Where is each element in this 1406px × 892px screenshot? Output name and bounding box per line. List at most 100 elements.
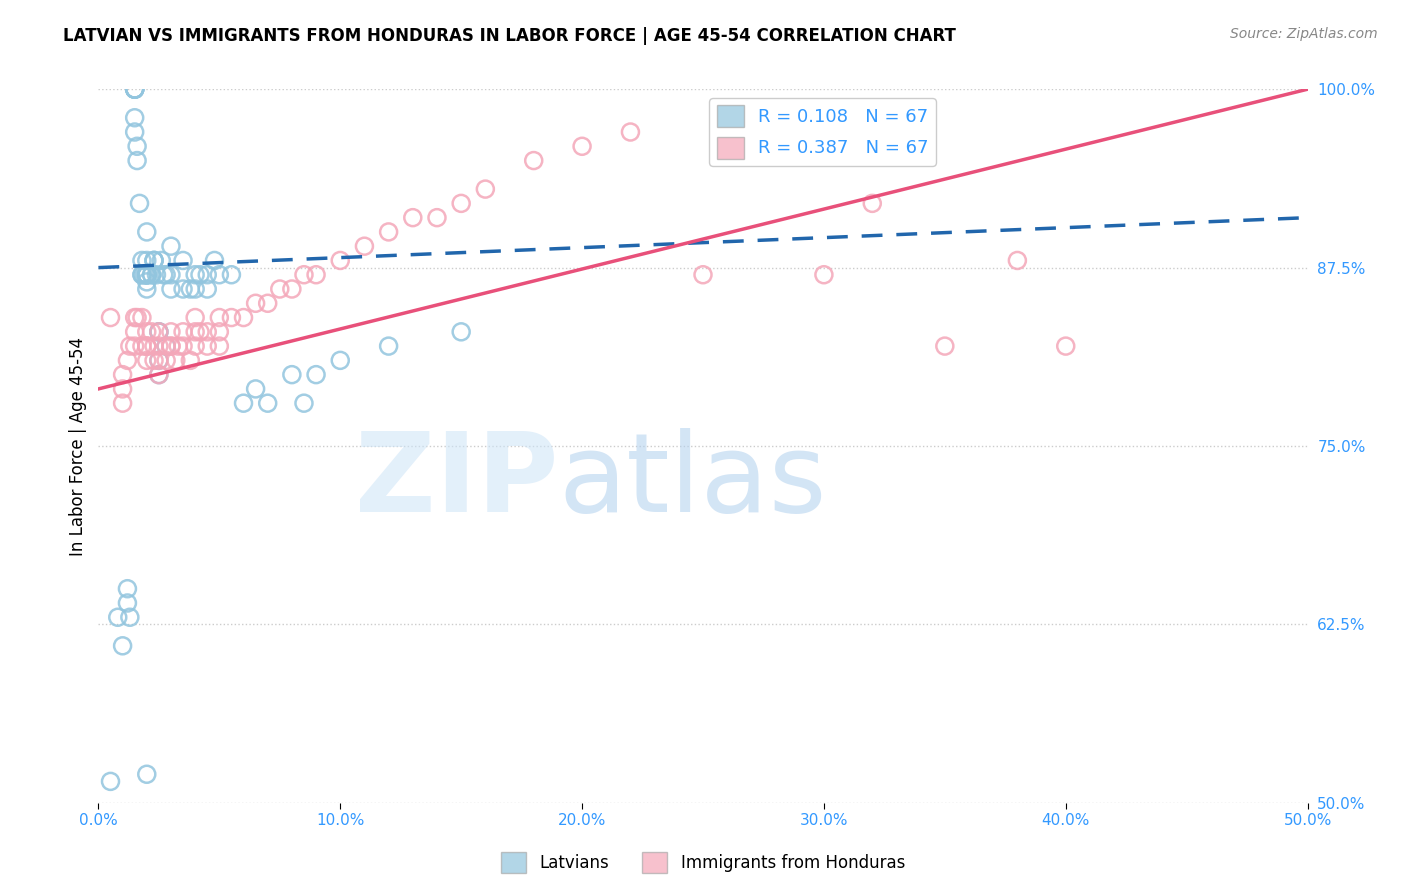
Point	[148, 353, 170, 368]
Point	[143, 253, 166, 268]
Point	[135, 268, 157, 282]
Point	[195, 268, 218, 282]
Point	[127, 310, 149, 325]
Point	[124, 325, 146, 339]
Point	[131, 268, 153, 282]
Point	[124, 82, 146, 96]
Point	[208, 339, 231, 353]
Point	[155, 268, 177, 282]
Point	[148, 353, 170, 368]
Point	[127, 139, 149, 153]
Legend: R = 0.108   N = 67, R = 0.387   N = 67: R = 0.108 N = 67, R = 0.387 N = 67	[710, 98, 936, 166]
Point	[135, 253, 157, 268]
Point	[292, 396, 315, 410]
Point	[111, 382, 134, 396]
Point	[353, 239, 375, 253]
Point	[131, 268, 153, 282]
Point	[111, 368, 134, 382]
Point	[124, 82, 146, 96]
Point	[107, 610, 129, 624]
Point	[184, 310, 207, 325]
Point	[118, 610, 141, 624]
Point	[377, 339, 399, 353]
Point	[256, 396, 278, 410]
Point	[269, 282, 291, 296]
Point	[292, 268, 315, 282]
Point	[179, 353, 201, 368]
Point	[195, 325, 218, 339]
Point	[148, 325, 170, 339]
Point	[127, 153, 149, 168]
Point	[281, 282, 304, 296]
Point	[148, 325, 170, 339]
Point	[100, 310, 122, 325]
Point	[131, 253, 153, 268]
Point	[221, 310, 243, 325]
Point	[148, 325, 170, 339]
Point	[135, 268, 157, 282]
Point	[245, 382, 267, 396]
Point	[117, 596, 139, 610]
Point	[143, 339, 166, 353]
Point	[184, 325, 207, 339]
Point	[124, 82, 146, 96]
Point	[117, 353, 139, 368]
Legend: Latvians, Immigrants from Honduras: Latvians, Immigrants from Honduras	[495, 846, 911, 880]
Point	[124, 82, 146, 96]
Text: LATVIAN VS IMMIGRANTS FROM HONDURAS IN LABOR FORCE | AGE 45-54 CORRELATION CHART: LATVIAN VS IMMIGRANTS FROM HONDURAS IN L…	[63, 27, 956, 45]
Point	[135, 268, 157, 282]
Point	[160, 339, 183, 353]
Point	[172, 282, 194, 296]
Point	[135, 275, 157, 289]
Point	[124, 82, 146, 96]
Point	[160, 339, 183, 353]
Text: atlas: atlas	[558, 428, 827, 535]
Point	[135, 282, 157, 296]
Point	[141, 268, 163, 282]
Point	[148, 339, 170, 353]
Point	[426, 211, 449, 225]
Point	[813, 268, 835, 282]
Point	[135, 339, 157, 353]
Point	[118, 339, 141, 353]
Point	[305, 268, 328, 282]
Point	[155, 339, 177, 353]
Point	[135, 325, 157, 339]
Point	[152, 268, 174, 282]
Point	[143, 253, 166, 268]
Point	[148, 368, 170, 382]
Point	[281, 368, 304, 382]
Point	[860, 196, 883, 211]
Point	[165, 353, 187, 368]
Point	[184, 268, 207, 282]
Point	[184, 339, 207, 353]
Point	[305, 368, 328, 382]
Point	[523, 153, 546, 168]
Point	[474, 182, 496, 196]
Point	[195, 282, 218, 296]
Point	[143, 253, 166, 268]
Point	[124, 111, 146, 125]
Point	[571, 139, 593, 153]
Point	[377, 225, 399, 239]
Point	[150, 253, 173, 268]
Point	[148, 368, 170, 382]
Point	[245, 296, 267, 310]
Point	[256, 296, 278, 310]
Point	[117, 582, 139, 596]
Point	[172, 325, 194, 339]
Point	[232, 396, 254, 410]
Point	[208, 310, 231, 325]
Point	[143, 353, 166, 368]
Point	[172, 339, 194, 353]
Point	[204, 253, 226, 268]
Text: ZIP: ZIP	[354, 428, 558, 535]
Point	[135, 225, 157, 239]
Point	[329, 253, 352, 268]
Text: Source: ZipAtlas.com: Source: ZipAtlas.com	[1230, 27, 1378, 41]
Point	[124, 339, 146, 353]
Point	[135, 339, 157, 353]
Point	[934, 339, 956, 353]
Point	[172, 253, 194, 268]
Point	[160, 325, 183, 339]
